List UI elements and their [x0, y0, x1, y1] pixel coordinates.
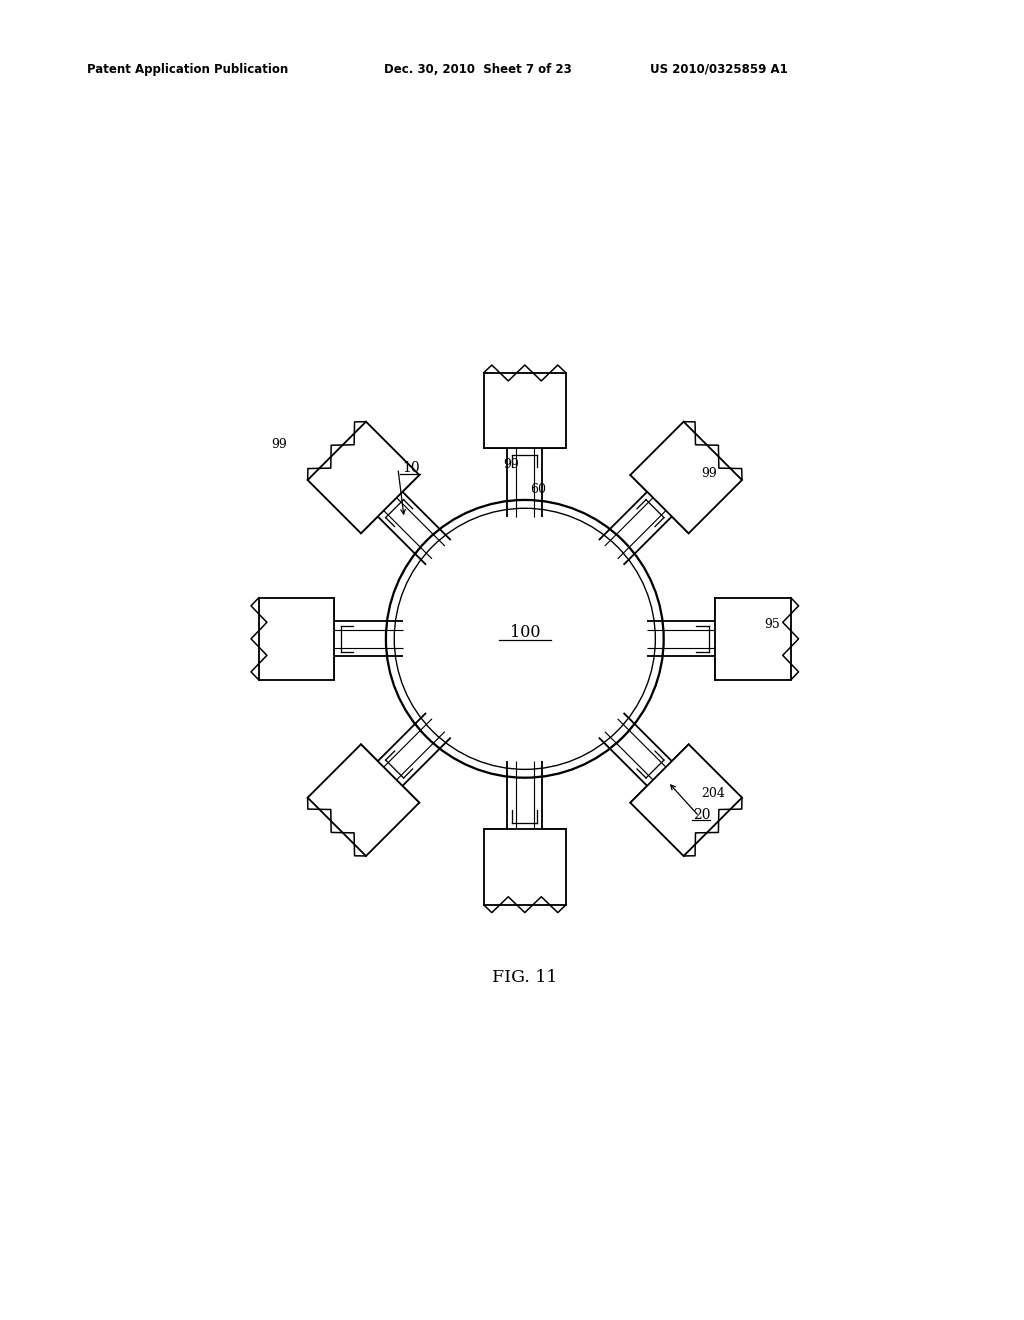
- Text: 99: 99: [504, 458, 519, 471]
- Text: 95: 95: [765, 618, 780, 631]
- Polygon shape: [483, 374, 566, 449]
- Text: 20: 20: [693, 808, 711, 822]
- Polygon shape: [259, 598, 334, 680]
- Text: Dec. 30, 2010  Sheet 7 of 23: Dec. 30, 2010 Sheet 7 of 23: [384, 62, 571, 75]
- Text: 100: 100: [510, 624, 540, 642]
- Polygon shape: [483, 829, 566, 904]
- Text: 99: 99: [271, 438, 287, 451]
- Polygon shape: [307, 421, 419, 533]
- Text: Patent Application Publication: Patent Application Publication: [87, 62, 289, 75]
- Text: 99: 99: [700, 467, 717, 479]
- Circle shape: [386, 500, 664, 777]
- Text: FIG. 11: FIG. 11: [493, 969, 557, 986]
- Polygon shape: [631, 744, 742, 855]
- Polygon shape: [307, 744, 419, 855]
- Polygon shape: [715, 598, 791, 680]
- Text: 60: 60: [530, 483, 547, 496]
- Text: 204: 204: [700, 787, 725, 800]
- Text: 10: 10: [401, 461, 420, 475]
- Polygon shape: [631, 421, 742, 533]
- Text: US 2010/0325859 A1: US 2010/0325859 A1: [650, 62, 788, 75]
